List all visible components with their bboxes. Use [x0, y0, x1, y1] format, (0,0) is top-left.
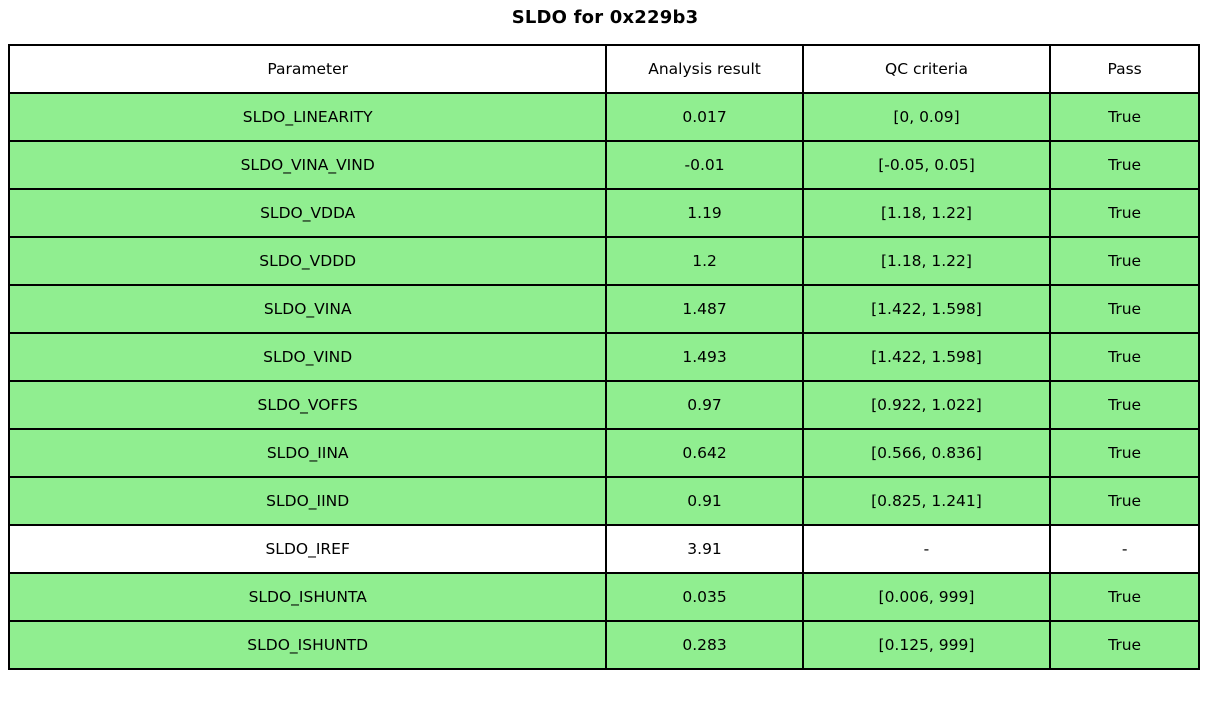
cell-parameter: SLDO_LINEARITY — [7, 92, 608, 142]
cell-qc-criteria: [-0.05, 0.05] — [801, 140, 1052, 190]
table-row: SLDO_IIND 0.91 [0.825, 1.241] True — [7, 476, 1200, 526]
cell-parameter: SLDO_VINA_VIND — [7, 140, 608, 190]
cell-parameter: SLDO_VINA — [7, 284, 608, 334]
cell-pass: True — [1049, 620, 1200, 670]
cell-parameter: SLDO_IIND — [7, 476, 608, 526]
cell-parameter: SLDO_VDDD — [7, 236, 608, 286]
cell-parameter: SLDO_ISHUNTD — [7, 620, 608, 670]
cell-analysis-result: 1.493 — [605, 332, 804, 382]
cell-qc-criteria: [0.125, 999] — [801, 620, 1052, 670]
table-row: SLDO_ISHUNTD 0.283 [0.125, 999] True — [7, 620, 1200, 670]
table-body: SLDO_LINEARITY 0.017 [0, 0.09] True SLDO_VIN… — [7, 92, 1200, 670]
table-row: SLDO_ISHUNTA 0.035 [0.006, 999] True — [7, 572, 1200, 622]
qc-results-table: Parameter Analysis result QC criteria Pa… — [7, 44, 1200, 670]
cell-qc-criteria: [0, 0.09] — [801, 92, 1052, 142]
cell-analysis-result: 1.19 — [605, 188, 804, 238]
cell-pass: True — [1049, 572, 1200, 622]
cell-qc-criteria: [0.922, 1.022] — [801, 380, 1052, 430]
cell-analysis-result: 0.91 — [605, 476, 804, 526]
cell-parameter: SLDO_ISHUNTA — [7, 572, 608, 622]
table-row: SLDO_VDDD 1.2 [1.18, 1.22] True — [7, 236, 1200, 286]
table-row: SLDO_VIND 1.493 [1.422, 1.598] True — [7, 332, 1200, 382]
column-header-qc-criteria: QC criteria — [801, 44, 1052, 94]
cell-pass: True — [1049, 284, 1200, 334]
table-row: SLDO_IINA 0.642 [0.566, 0.836] True — [7, 428, 1200, 478]
cell-analysis-result: 0.642 — [605, 428, 804, 478]
table-row: SLDO_VDDA 1.19 [1.18, 1.22] True — [7, 188, 1200, 238]
cell-pass: True — [1049, 188, 1200, 238]
cell-analysis-result: -0.01 — [605, 140, 804, 190]
cell-qc-criteria: [0.006, 999] — [801, 572, 1052, 622]
cell-analysis-result: 0.97 — [605, 380, 804, 430]
table-row: SLDO_VINA_VIND -0.01 [-0.05, 0.05] True — [7, 140, 1200, 190]
cell-qc-criteria: [0.825, 1.241] — [801, 476, 1052, 526]
cell-analysis-result: 3.91 — [605, 524, 804, 574]
cell-analysis-result: 0.017 — [605, 92, 804, 142]
cell-qc-criteria: [1.18, 1.22] — [801, 236, 1052, 286]
cell-pass: True — [1049, 332, 1200, 382]
cell-pass: True — [1049, 476, 1200, 526]
column-header-analysis-result: Analysis result — [605, 44, 804, 94]
column-header-parameter: Parameter — [7, 44, 608, 94]
cell-parameter: SLDO_VIND — [7, 332, 608, 382]
cell-parameter: SLDO_IINA — [7, 428, 608, 478]
cell-qc-criteria: [1.422, 1.598] — [801, 284, 1052, 334]
page-title: SLDO for 0x229b3 — [511, 7, 699, 28]
cell-pass: True — [1049, 236, 1200, 286]
cell-analysis-result: 0.283 — [605, 620, 804, 670]
cell-pass: True — [1049, 140, 1200, 190]
cell-parameter: SLDO_VOFFS — [7, 380, 608, 430]
table-row: SLDO_VINA 1.487 [1.422, 1.598] True — [7, 284, 1200, 334]
table-header-row: Parameter Analysis result QC criteria Pa… — [7, 44, 1200, 94]
cell-analysis-result: 0.035 — [605, 572, 804, 622]
table-row: SLDO_IREF 3.91- - — [7, 524, 1200, 574]
column-header-pass: Pass — [1049, 44, 1200, 94]
cell-qc-criteria: [1.18, 1.22] — [801, 188, 1052, 238]
table-row: SLDO_LINEARITY 0.017 [0, 0.09] True — [7, 92, 1200, 142]
cell-qc-criteria: - — [801, 524, 1052, 574]
cell-pass: True — [1049, 380, 1200, 430]
cell-analysis-result: 1.2 — [605, 236, 804, 286]
cell-qc-criteria: [1.422, 1.598] — [801, 332, 1052, 382]
cell-qc-criteria: [0.566, 0.836] — [801, 428, 1052, 478]
cell-analysis-result: 1.487 — [605, 284, 804, 334]
cell-parameter: SLDO_IREF — [7, 524, 608, 574]
cell-pass: - — [1049, 524, 1200, 574]
table-row: SLDO_VOFFS 0.97 [0.922, 1.022] True — [7, 380, 1200, 430]
cell-parameter: SLDO_VDDA — [7, 188, 608, 238]
cell-pass: True — [1049, 92, 1200, 142]
cell-pass: True — [1049, 428, 1200, 478]
